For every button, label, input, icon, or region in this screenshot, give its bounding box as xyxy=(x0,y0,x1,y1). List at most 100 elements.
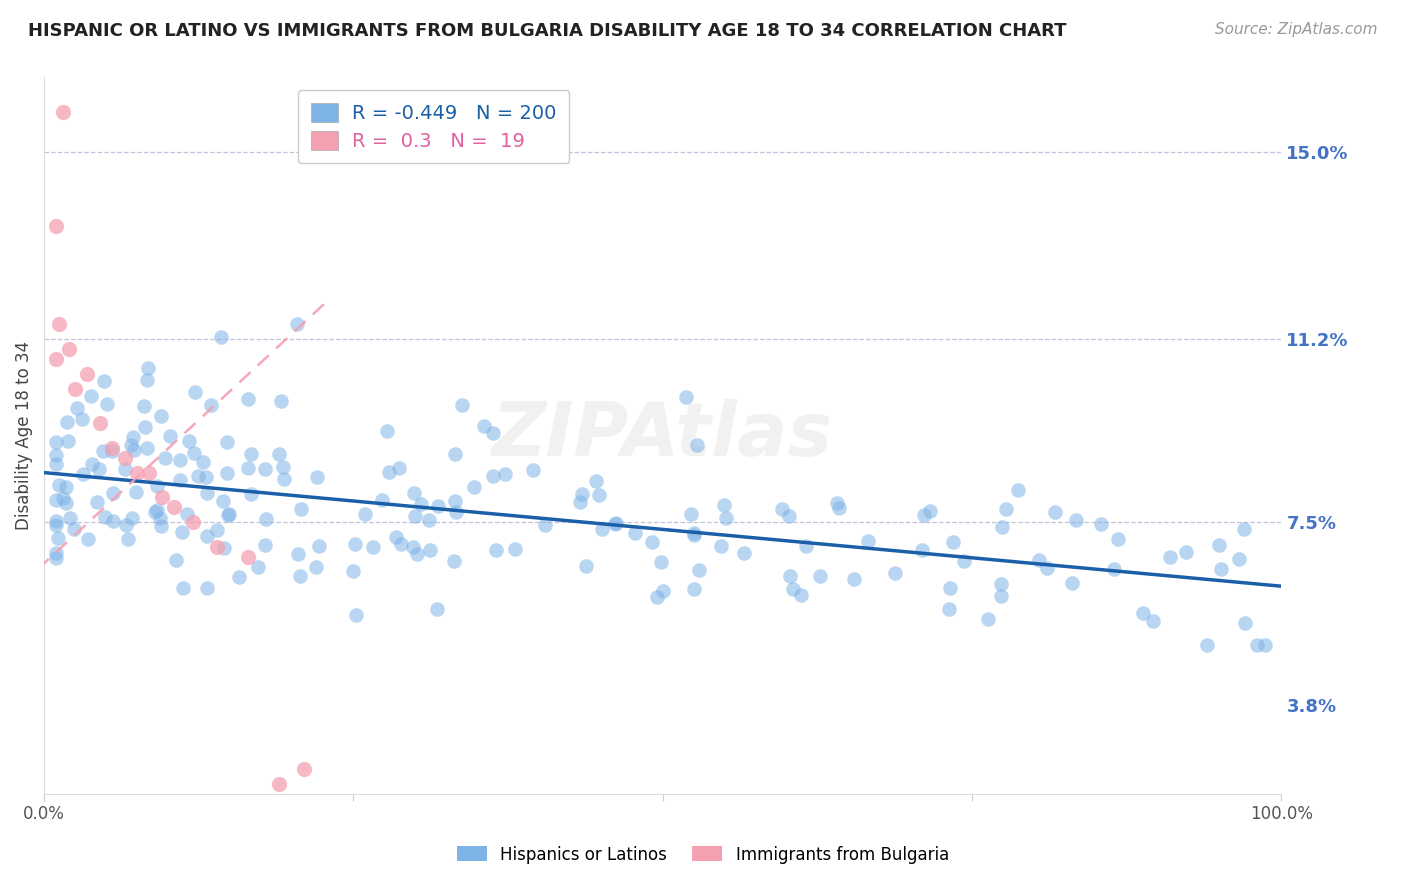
Point xyxy=(482,469,505,483)
Point xyxy=(45,518,67,533)
Point xyxy=(778,508,800,523)
Point xyxy=(378,465,401,479)
Point xyxy=(770,502,793,516)
Point xyxy=(409,496,432,510)
Point xyxy=(211,493,233,508)
Point xyxy=(52,491,75,505)
Point xyxy=(645,590,668,604)
Point xyxy=(58,342,80,356)
Point xyxy=(195,529,218,543)
Point xyxy=(253,538,276,552)
Point xyxy=(191,455,214,469)
Point xyxy=(1102,561,1125,575)
Point xyxy=(66,401,89,416)
Point xyxy=(46,532,69,546)
Point xyxy=(145,479,167,493)
Point xyxy=(571,487,593,501)
Point xyxy=(136,360,159,375)
Point xyxy=(605,516,627,530)
Point xyxy=(344,607,367,622)
Point xyxy=(218,507,240,521)
Point xyxy=(212,541,235,556)
Point xyxy=(48,318,70,332)
Point xyxy=(132,400,155,414)
Point xyxy=(150,491,173,505)
Legend: R = -0.449   N = 200, R =  0.3   N =  19: R = -0.449 N = 200, R = 0.3 N = 19 xyxy=(298,90,569,163)
Point xyxy=(404,509,426,524)
Point xyxy=(371,492,394,507)
Point xyxy=(101,443,124,458)
Point xyxy=(45,515,67,529)
Point xyxy=(443,554,465,568)
Point xyxy=(827,496,849,510)
Point xyxy=(194,470,217,484)
Point xyxy=(1174,545,1197,559)
Point xyxy=(271,459,294,474)
Point xyxy=(195,581,218,595)
Point xyxy=(686,438,709,452)
Point xyxy=(149,510,172,524)
Point xyxy=(1233,616,1256,631)
Point xyxy=(402,540,425,554)
Point xyxy=(76,367,98,381)
Point xyxy=(72,467,94,482)
Point xyxy=(247,560,270,574)
Point xyxy=(856,533,879,548)
Point xyxy=(125,466,148,480)
Point xyxy=(1227,552,1250,566)
Point xyxy=(808,569,831,583)
Point xyxy=(76,532,98,546)
Point xyxy=(45,546,67,560)
Point xyxy=(165,552,187,566)
Point xyxy=(388,461,411,475)
Point xyxy=(124,442,146,457)
Text: HISPANIC OR LATINO VS IMMIGRANTS FROM BULGARIA DISABILITY AGE 18 TO 34 CORRELATI: HISPANIC OR LATINO VS IMMIGRANTS FROM BU… xyxy=(28,22,1067,40)
Point xyxy=(288,568,311,582)
Point xyxy=(207,540,229,554)
Point xyxy=(82,457,104,471)
Point xyxy=(238,549,260,564)
Point xyxy=(828,501,851,516)
Point xyxy=(482,425,505,440)
Point xyxy=(842,572,865,586)
Point xyxy=(114,450,136,465)
Point xyxy=(120,438,142,452)
Point xyxy=(426,601,449,615)
Point xyxy=(977,611,1000,625)
Point xyxy=(290,502,312,516)
Point xyxy=(285,318,308,332)
Point xyxy=(169,453,191,467)
Point xyxy=(239,447,262,461)
Point xyxy=(256,512,278,526)
Point xyxy=(953,554,976,568)
Point xyxy=(472,419,495,434)
Legend: Hispanics or Latinos, Immigrants from Bulgaria: Hispanics or Latinos, Immigrants from Bu… xyxy=(450,839,956,871)
Point xyxy=(305,559,328,574)
Point xyxy=(93,374,115,388)
Point xyxy=(605,517,627,532)
Point xyxy=(1090,516,1112,531)
Text: ZIPAtlas: ZIPAtlas xyxy=(492,399,834,472)
Point xyxy=(650,555,672,569)
Point xyxy=(45,448,67,462)
Point xyxy=(273,472,295,486)
Point xyxy=(45,550,67,565)
Point xyxy=(187,469,209,483)
Point xyxy=(920,504,942,518)
Point xyxy=(209,329,232,343)
Point xyxy=(55,496,77,510)
Point xyxy=(375,424,398,438)
Point xyxy=(114,462,136,476)
Point xyxy=(1254,639,1277,653)
Point xyxy=(1208,538,1230,552)
Point xyxy=(308,539,330,553)
Point xyxy=(1035,561,1057,575)
Point xyxy=(217,508,239,522)
Point xyxy=(733,546,755,560)
Point xyxy=(70,412,93,426)
Point xyxy=(45,492,67,507)
Point xyxy=(939,582,962,596)
Point xyxy=(641,534,664,549)
Point xyxy=(163,500,186,515)
Point xyxy=(450,398,472,412)
